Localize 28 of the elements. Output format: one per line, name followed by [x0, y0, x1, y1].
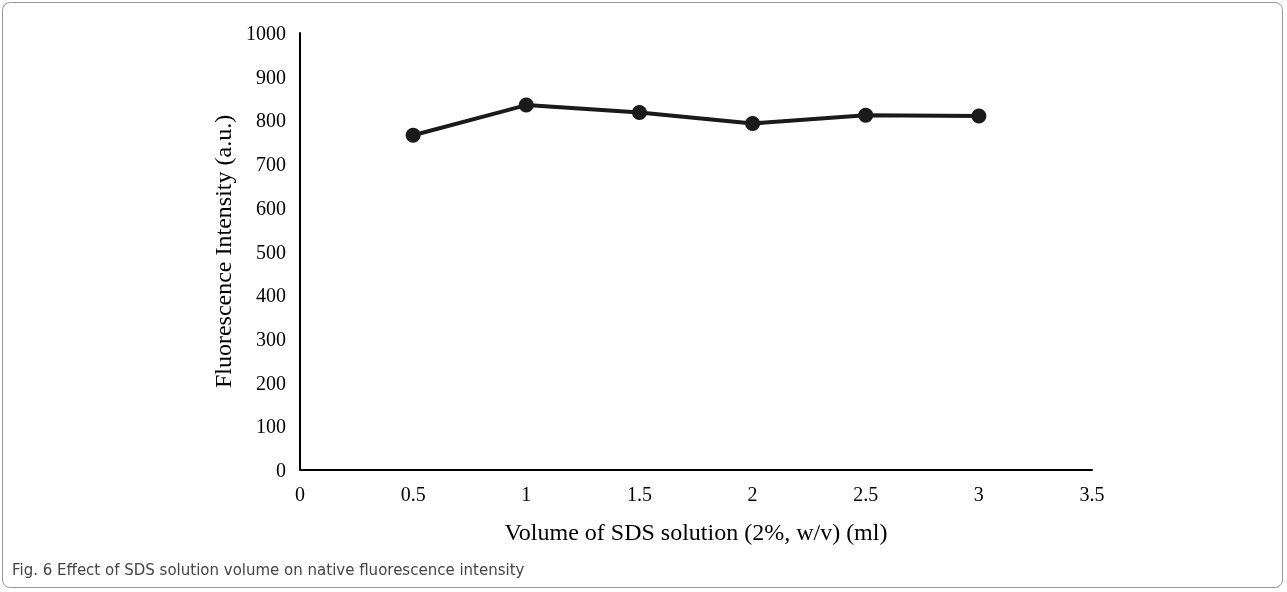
y-tick-label: 900: [256, 65, 286, 88]
x-tick-label: 3.5: [1079, 483, 1105, 505]
y-axis-title: Fluorescence Intensity (a.u.): [210, 114, 237, 389]
x-tick-label: 0.5: [400, 483, 426, 505]
y-tick-label: 200: [256, 371, 286, 394]
x-tick-label: 0: [295, 483, 305, 505]
point: [631, 105, 647, 121]
y-tick-label: 500: [256, 240, 286, 263]
x-axis-title: Volume of SDS solution (2%, w/v) (ml): [504, 519, 888, 545]
point: [971, 108, 987, 124]
point: [745, 115, 761, 131]
y-tick-label: 800: [256, 109, 286, 132]
x-tick-label: 1.5: [626, 483, 652, 505]
y-tick-label: 400: [256, 284, 286, 307]
y-tick-label: 1000: [246, 22, 286, 44]
y-tick-label: 300: [256, 327, 286, 350]
x-tick-label: 2.5: [853, 483, 879, 505]
point: [858, 107, 874, 123]
point: [518, 97, 534, 113]
y-tick-label: 0: [276, 459, 286, 481]
caption: Fig. 6 Effect of SDS solution volume on native fluorescence intensity: [12, 560, 525, 579]
x-tick-label: 2: [747, 483, 758, 505]
y-tick-label: 700: [256, 153, 286, 176]
y-tick-label: 100: [256, 415, 286, 438]
point: [405, 127, 421, 143]
x-tick-label: 1: [521, 483, 532, 505]
x-tick-label: 3: [973, 483, 984, 505]
y-tick-label: 600: [256, 196, 286, 219]
